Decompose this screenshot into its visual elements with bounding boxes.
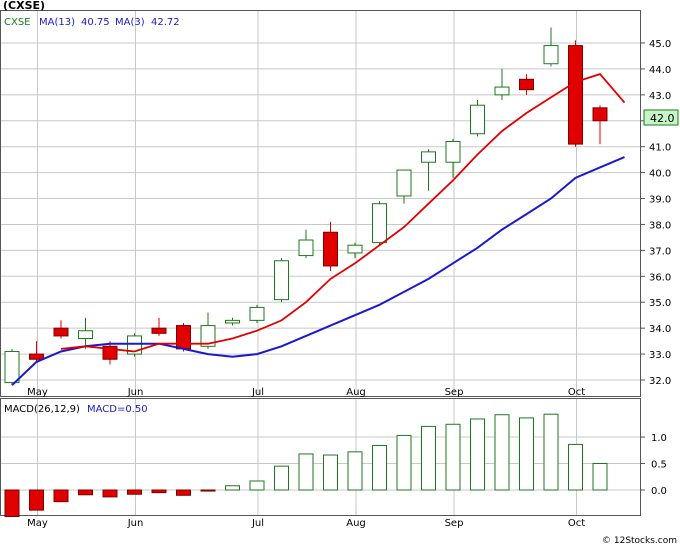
y-tick-label: 45.0 <box>649 39 671 50</box>
macd-bar <box>78 489 93 496</box>
macd-bar <box>519 417 534 491</box>
macd-bar <box>568 443 583 491</box>
candle-body <box>519 78 534 91</box>
candle-body <box>470 104 485 135</box>
legend-ma13-label: MA(13) <box>39 17 75 28</box>
macd-x-tick-label: Jul <box>251 518 264 529</box>
macd-bar <box>445 423 461 491</box>
price-panel-frame <box>0 10 641 397</box>
macd-bar <box>274 465 289 491</box>
candle-body <box>568 45 583 145</box>
x-tick-label: Aug <box>346 387 366 398</box>
candle-body <box>592 107 608 122</box>
candle-body <box>323 231 338 267</box>
macd-bar <box>421 425 436 491</box>
candle-body <box>249 306 265 321</box>
candle-body <box>53 327 69 337</box>
macd-x-tick-label: Jun <box>127 518 144 529</box>
legend-ma3-value: 42.72 <box>151 17 180 28</box>
macd-x-tick-label: Sep <box>445 518 464 529</box>
candle-body <box>396 169 412 197</box>
ma13-line <box>11 156 625 386</box>
macd-axis: 0.0 0.5 1.0 <box>640 433 667 497</box>
macd-label: MACD(26,12,9) <box>4 404 80 415</box>
candle-body <box>151 327 167 334</box>
macd-histogram <box>4 413 608 517</box>
y-tick-label: 39.0 <box>649 195 671 206</box>
macd-bar <box>29 489 44 511</box>
legend-ma13-value: 40.75 <box>81 17 110 28</box>
macd-x-tick-label: Oct <box>568 518 585 529</box>
candle-body <box>78 330 93 340</box>
date-axis: May May Jun Jun Jul Jul Aug Aug Sep Sep Oct Oct <box>27 387 585 529</box>
candle-body <box>200 325 216 347</box>
y-tick-label: 37.0 <box>649 246 671 257</box>
macd-value: MACD=0.50 <box>87 404 148 415</box>
macd-tick-label: 0.5 <box>651 460 667 471</box>
candle-body <box>494 86 510 96</box>
macd-bar <box>347 451 363 491</box>
x-tick-label: May <box>27 387 48 398</box>
macd-bar <box>151 489 167 494</box>
macd-bar <box>4 489 20 517</box>
macd-bar <box>249 480 265 491</box>
last-price-tag: 42.0 <box>650 112 675 125</box>
y-tick-label: 41.0 <box>649 143 671 154</box>
candle-body <box>274 260 289 301</box>
macd-bar <box>372 444 387 491</box>
candle-body <box>372 203 387 244</box>
candle-body <box>4 350 20 384</box>
macd-bar <box>396 434 412 491</box>
y-tick-label: 34.0 <box>649 324 671 335</box>
macd-bar <box>543 413 559 491</box>
macd-x-tick-label: Aug <box>346 518 366 529</box>
macd-bar <box>127 489 142 495</box>
price-axis: 32.0 33.0 34.0 35.0 36.0 37.0 38.0 39.0 40.0 41.0… <box>640 39 671 387</box>
moving-average-lines <box>11 73 626 386</box>
candle-body <box>421 151 436 163</box>
last-price-tag-bg <box>643 109 679 126</box>
candle-body <box>543 45 559 65</box>
y-tick-label: 32.0 <box>649 376 671 387</box>
chart-title: (CXSE) <box>3 0 45 12</box>
y-tick-label: 43.0 <box>649 91 671 102</box>
candle-body <box>445 141 461 163</box>
copyright: © 12Stocks.com <box>602 536 677 546</box>
macd-bar <box>323 454 338 491</box>
y-tick-label: 40.0 <box>649 169 671 180</box>
y-tick-label: 33.0 <box>649 350 671 361</box>
candle-body <box>176 325 191 350</box>
x-tick-label: Sep <box>445 387 464 398</box>
macd-bar <box>176 489 191 496</box>
macd-bar <box>592 463 608 491</box>
y-tick-label: 38.0 <box>649 220 671 231</box>
x-tick-label: Jun <box>127 387 144 398</box>
macd-tick-label: 1.0 <box>651 433 667 444</box>
candle-body <box>298 239 314 257</box>
macd-bar <box>53 489 69 503</box>
macd-bar <box>225 485 240 491</box>
macd-bar <box>102 489 118 498</box>
ma3-line <box>60 73 626 353</box>
macd-bar <box>494 414 510 491</box>
y-tick-label: 44.0 <box>649 65 671 76</box>
macd-x-tick-label: May <box>27 518 48 529</box>
legend-ma3-label: MA(3) <box>115 17 145 28</box>
y-tick-label: 36.0 <box>649 272 671 283</box>
candle-body <box>29 353 44 360</box>
x-tick-label: Oct <box>568 387 585 398</box>
candle-body <box>347 244 363 254</box>
macd-bar <box>470 418 485 491</box>
macd-tick-label: 0.0 <box>651 486 667 497</box>
macd-bar <box>200 489 216 492</box>
legend-symbol: CXSE <box>4 17 31 28</box>
candle-body <box>225 319 240 324</box>
macd-bar <box>298 453 314 491</box>
y-tick-label: 35.0 <box>649 298 671 309</box>
x-tick-label: Jul <box>251 387 264 398</box>
